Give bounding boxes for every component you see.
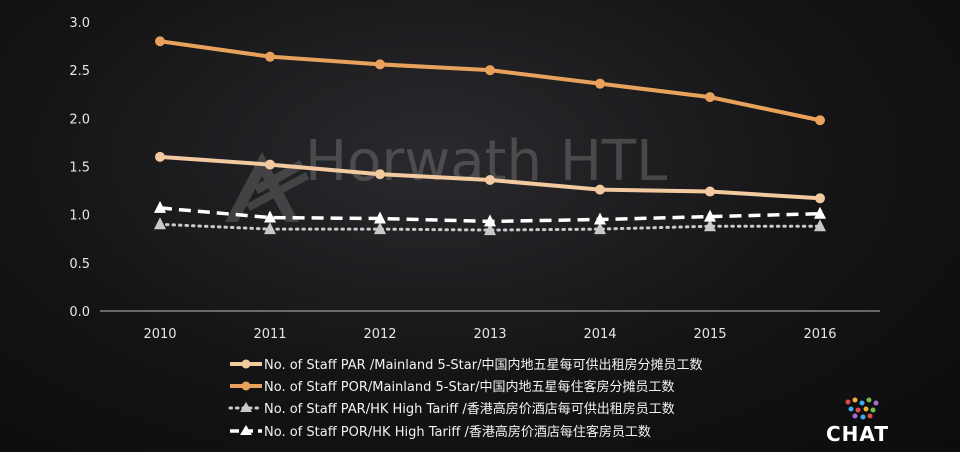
x-tick-label: 2015 — [693, 327, 726, 342]
legend-label: No. of Staff POR/Mainland 5-Star/中国内地五星每… — [264, 379, 675, 395]
data-point — [814, 206, 826, 219]
watermark: Horwath HTL — [225, 129, 667, 222]
data-point — [374, 222, 386, 235]
y-tick-label: 1.0 — [69, 209, 90, 224]
data-point — [814, 219, 826, 232]
x-tick-label: 2012 — [363, 327, 396, 342]
y-tick-label: 0.0 — [69, 305, 90, 320]
legend-label: No. of Staff PAR/HK High Tariff /香港高房价酒店… — [264, 401, 675, 417]
data-point — [265, 159, 275, 170]
data-point — [815, 193, 825, 204]
data-point — [594, 222, 606, 235]
data-point — [265, 51, 275, 62]
legend-swatch-marker — [240, 425, 252, 435]
legend-swatch-marker — [241, 381, 251, 391]
x-tick-label: 2016 — [803, 327, 836, 342]
legend-swatch-marker — [241, 359, 251, 369]
chart-legend: No. of Staff PAR /Mainland 5-Star/中国内地五星… — [228, 357, 702, 440]
data-point — [484, 223, 496, 236]
y-tick-label: 2.0 — [69, 112, 90, 127]
data-point — [485, 174, 495, 185]
chart-axes: 0.0 0.5 1.0 1.5 2.0 2.5 3.0 2010 2011 2012 2013 201… — [69, 16, 880, 342]
y-tick-label: 1.5 — [69, 161, 90, 176]
data-point — [594, 212, 606, 225]
data-point — [374, 211, 386, 224]
y-tick-label: 3.0 — [69, 16, 90, 31]
data-point — [154, 200, 166, 213]
x-tick-label: 2013 — [473, 327, 506, 342]
data-point — [155, 36, 165, 47]
chart-series — [154, 36, 826, 236]
data-point — [484, 214, 496, 227]
legend-item: No. of Staff POR/Mainland 5-Star/中国内地五星每… — [230, 379, 675, 395]
chat-logo: CHAT — [826, 397, 889, 446]
data-point — [704, 219, 716, 232]
x-tick-label: 2014 — [583, 327, 616, 342]
data-point — [704, 209, 716, 222]
data-point — [595, 184, 605, 195]
legend-item: No. of Staff POR/HK High Tariff /香港高房价酒店… — [230, 424, 651, 440]
series-line — [159, 39, 821, 123]
series-1 — [155, 36, 825, 126]
legend-label: No. of Staff PAR /Mainland 5-Star/中国内地五星… — [264, 357, 702, 373]
legend-swatch-marker — [240, 402, 252, 412]
y-tick-label: 2.5 — [69, 64, 90, 79]
data-point — [485, 65, 495, 76]
y-tick-label: 0.5 — [69, 257, 90, 272]
data-point — [154, 217, 166, 230]
legend-item: No. of Staff PAR /Mainland 5-Star/中国内地五星… — [230, 357, 702, 373]
legend-item: No. of Staff PAR/HK High Tariff /香港高房价酒店… — [228, 401, 675, 417]
data-point — [375, 59, 385, 70]
horwath-logo-icon — [225, 152, 309, 222]
people-cluster-icon — [845, 397, 879, 420]
series-2 — [154, 217, 826, 236]
data-point — [264, 210, 276, 223]
data-point — [375, 169, 385, 180]
data-point — [705, 92, 715, 103]
series-0 — [155, 151, 825, 204]
brand-text: CHAT — [826, 422, 889, 446]
series-3 — [154, 200, 826, 227]
data-point — [815, 115, 825, 126]
x-tick-label: 2011 — [253, 327, 286, 342]
legend-label: No. of Staff POR/HK High Tariff /香港高房价酒店… — [264, 424, 651, 440]
x-tick-label: 2010 — [143, 327, 176, 342]
data-point — [705, 186, 715, 197]
data-point — [155, 151, 165, 162]
watermark-text: Horwath HTL — [305, 129, 667, 194]
data-point — [595, 78, 605, 89]
data-point — [264, 222, 276, 235]
